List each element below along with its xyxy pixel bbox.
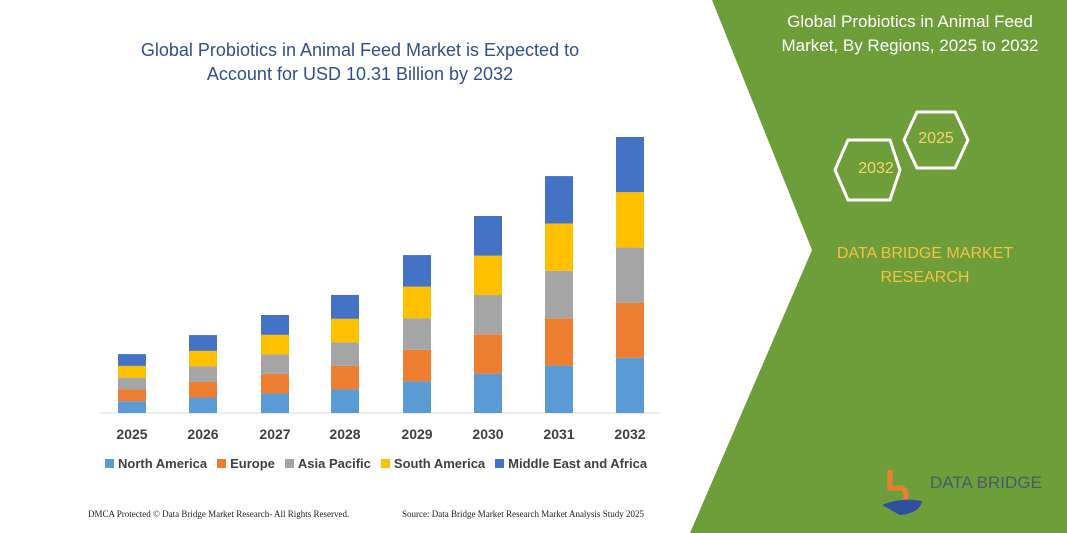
legend: North America Europe Asia Pacific South Ame… [105, 456, 647, 471]
bar-2027-europe [261, 373, 289, 394]
x-tick-label: 2025 [116, 426, 148, 442]
bar-2028-asia-pacific [331, 342, 359, 366]
chart-title: Global Probiotics in Animal Feed Market … [140, 40, 580, 84]
brand-text: DATA BRIDGE MARKET RESEARCH [836, 245, 1014, 286]
legend-item: South America [380, 456, 486, 471]
bar-2026-north-america [189, 397, 217, 413]
bar-2032-europe [616, 302, 644, 358]
legend-label: Europe [230, 456, 275, 471]
legend-item: Europe [217, 456, 275, 471]
logo-text: DATA BRIDGE [930, 473, 1042, 492]
x-tick-label: 2031 [543, 426, 575, 442]
bar-2032-middle-east-and-africa [616, 137, 644, 193]
bar-2028-middle-east-and-africa [331, 294, 359, 319]
x-tick-label: 2026 [187, 426, 219, 442]
bar-2029-north-america [403, 381, 431, 413]
legend-item: Asia Pacific [284, 456, 371, 471]
bar-2025-asia-pacific [118, 377, 146, 390]
legend-label: Asia Pacific [297, 456, 371, 471]
copyright-footer: DMCA Protected © Data Bridge Market Rese… [88, 509, 350, 519]
bar-2028-north-america [331, 389, 359, 413]
bar-2025-north-america [118, 401, 146, 413]
bar-2030-south-america [474, 255, 502, 295]
legend-label: South America [393, 456, 486, 471]
bar-2031-south-america [545, 223, 573, 271]
legend-swatch [495, 459, 505, 468]
bar-2030-middle-east-and-africa [474, 215, 502, 256]
hex-label-2032: 2032 [858, 160, 894, 177]
green-side-panel [690, 0, 1067, 533]
bar-2030-europe [474, 334, 502, 374]
bar-2025-middle-east-and-africa [118, 354, 146, 366]
bar-2028-south-america [331, 318, 359, 343]
hexagon-2032 [833, 138, 902, 202]
bar-2030-north-america [474, 373, 502, 413]
legend-item: North America [105, 456, 207, 471]
bar-2026-middle-east-and-africa [189, 335, 217, 351]
x-tick-label: 2027 [259, 426, 291, 442]
legend-swatch [217, 459, 227, 468]
x-tick-label: 2028 [329, 426, 361, 442]
bar-2026-asia-pacific [189, 366, 217, 382]
bar-2031-europe [545, 318, 573, 366]
logo-icon [882, 470, 922, 515]
bar-2032-north-america [616, 357, 644, 413]
legend-swatch [105, 459, 114, 468]
x-tick-label: 2032 [614, 426, 646, 442]
x-tick-label: 2030 [472, 426, 504, 442]
legend-item: Middle East and Africa [495, 456, 647, 471]
legend-swatch [380, 459, 390, 468]
hexagon-2025 [902, 110, 970, 170]
bar-2026-south-america [189, 350, 217, 367]
bar-2027-north-america [261, 393, 289, 413]
bar-2029-asia-pacific [403, 318, 431, 350]
bar-2031-middle-east-and-africa [545, 176, 573, 224]
bar-2026-europe [189, 381, 217, 398]
bars [118, 137, 644, 413]
bar-2027-middle-east-and-africa [261, 315, 289, 335]
bar-2032-south-america [616, 192, 644, 248]
bar-2025-south-america [118, 365, 146, 378]
bar-2031-north-america [545, 365, 573, 413]
legend-label: North America [118, 456, 208, 471]
bar-2025-europe [118, 389, 146, 402]
bar-2027-south-america [261, 334, 289, 355]
legend-swatch [284, 459, 294, 468]
source-footer: Source: Data Bridge Market Research Mark… [402, 509, 644, 519]
bar-2029-middle-east-and-africa [403, 255, 431, 287]
bar-2029-europe [403, 349, 431, 382]
bar-2030-asia-pacific [474, 294, 502, 335]
legend-label: Middle East and Africa [508, 456, 648, 471]
hex-label-2025: 2025 [918, 130, 954, 147]
bar-2031-asia-pacific [545, 270, 573, 319]
bar-2027-asia-pacific [261, 354, 289, 374]
bar-2029-south-america [403, 286, 431, 319]
side-panel-title: Global Probiotics in Animal Feed Market,… [781, 12, 1039, 55]
bar-2032-asia-pacific [616, 247, 644, 303]
bar-2028-europe [331, 365, 359, 390]
x-tick-label: 2029 [401, 426, 433, 442]
